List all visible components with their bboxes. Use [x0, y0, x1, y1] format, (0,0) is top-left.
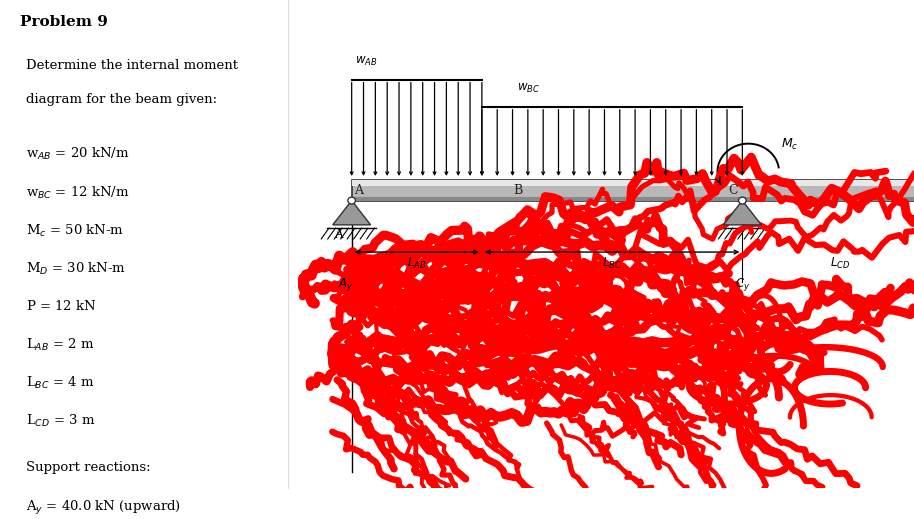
Text: $L_{CD}$: $L_{CD}$ — [830, 256, 850, 271]
Text: $\mathregular{M}_{c}$ = 50 kN-m: $\mathregular{M}_{c}$ = 50 kN-m — [26, 223, 124, 239]
Bar — [352, 180, 914, 200]
Polygon shape — [723, 200, 761, 225]
Text: $\mathregular{P}$ = 12 kN: $\mathregular{P}$ = 12 kN — [26, 298, 97, 312]
Text: $\mathregular{M}_{D}$ = 30 kN-m: $\mathregular{M}_{D}$ = 30 kN-m — [26, 261, 126, 277]
Text: $M_c$: $M_c$ — [781, 136, 798, 152]
Text: $w_{AB}$: $w_{AB}$ — [355, 54, 377, 68]
Text: diagram for the beam given:: diagram for the beam given: — [26, 93, 217, 106]
Circle shape — [739, 197, 746, 204]
Text: $\mathregular{w}_{BC}$ = 12 kN/m: $\mathregular{w}_{BC}$ = 12 kN/m — [26, 184, 130, 200]
Text: $\mathregular{L}_{AB}$ = 2 m: $\mathregular{L}_{AB}$ = 2 m — [26, 337, 94, 353]
Text: A: A — [355, 184, 363, 197]
Text: $L_{BC}$: $L_{BC}$ — [602, 256, 622, 271]
Text: B: B — [513, 184, 522, 197]
Text: Problem 9: Problem 9 — [20, 15, 108, 29]
Text: $\mathregular{L}_{BC}$ = 4 m: $\mathregular{L}_{BC}$ = 4 m — [26, 375, 94, 391]
Text: C: C — [728, 184, 739, 197]
Text: $w_{BC}$: $w_{BC}$ — [517, 82, 540, 95]
Text: $A_y$: $A_y$ — [338, 277, 354, 293]
Text: Determine the internal moment: Determine the internal moment — [26, 59, 238, 72]
Bar — [352, 197, 914, 200]
Text: $C_y$: $C_y$ — [735, 277, 749, 293]
Text: A: A — [335, 228, 343, 241]
Text: $\mathregular{w}_{AB}$ = 20 kN/m: $\mathregular{w}_{AB}$ = 20 kN/m — [26, 146, 129, 162]
Text: $\mathregular{A}_{y}$ = 40.0 kN (upward): $\mathregular{A}_{y}$ = 40.0 kN (upward) — [26, 499, 181, 516]
Bar — [352, 180, 914, 186]
Text: $L_{AB}$: $L_{AB}$ — [407, 256, 427, 271]
Circle shape — [348, 197, 356, 204]
Text: $\mathregular{L}_{CD}$ = 3 m: $\mathregular{L}_{CD}$ = 3 m — [26, 413, 95, 429]
Text: Support reactions:: Support reactions: — [26, 460, 151, 473]
Polygon shape — [333, 200, 370, 225]
